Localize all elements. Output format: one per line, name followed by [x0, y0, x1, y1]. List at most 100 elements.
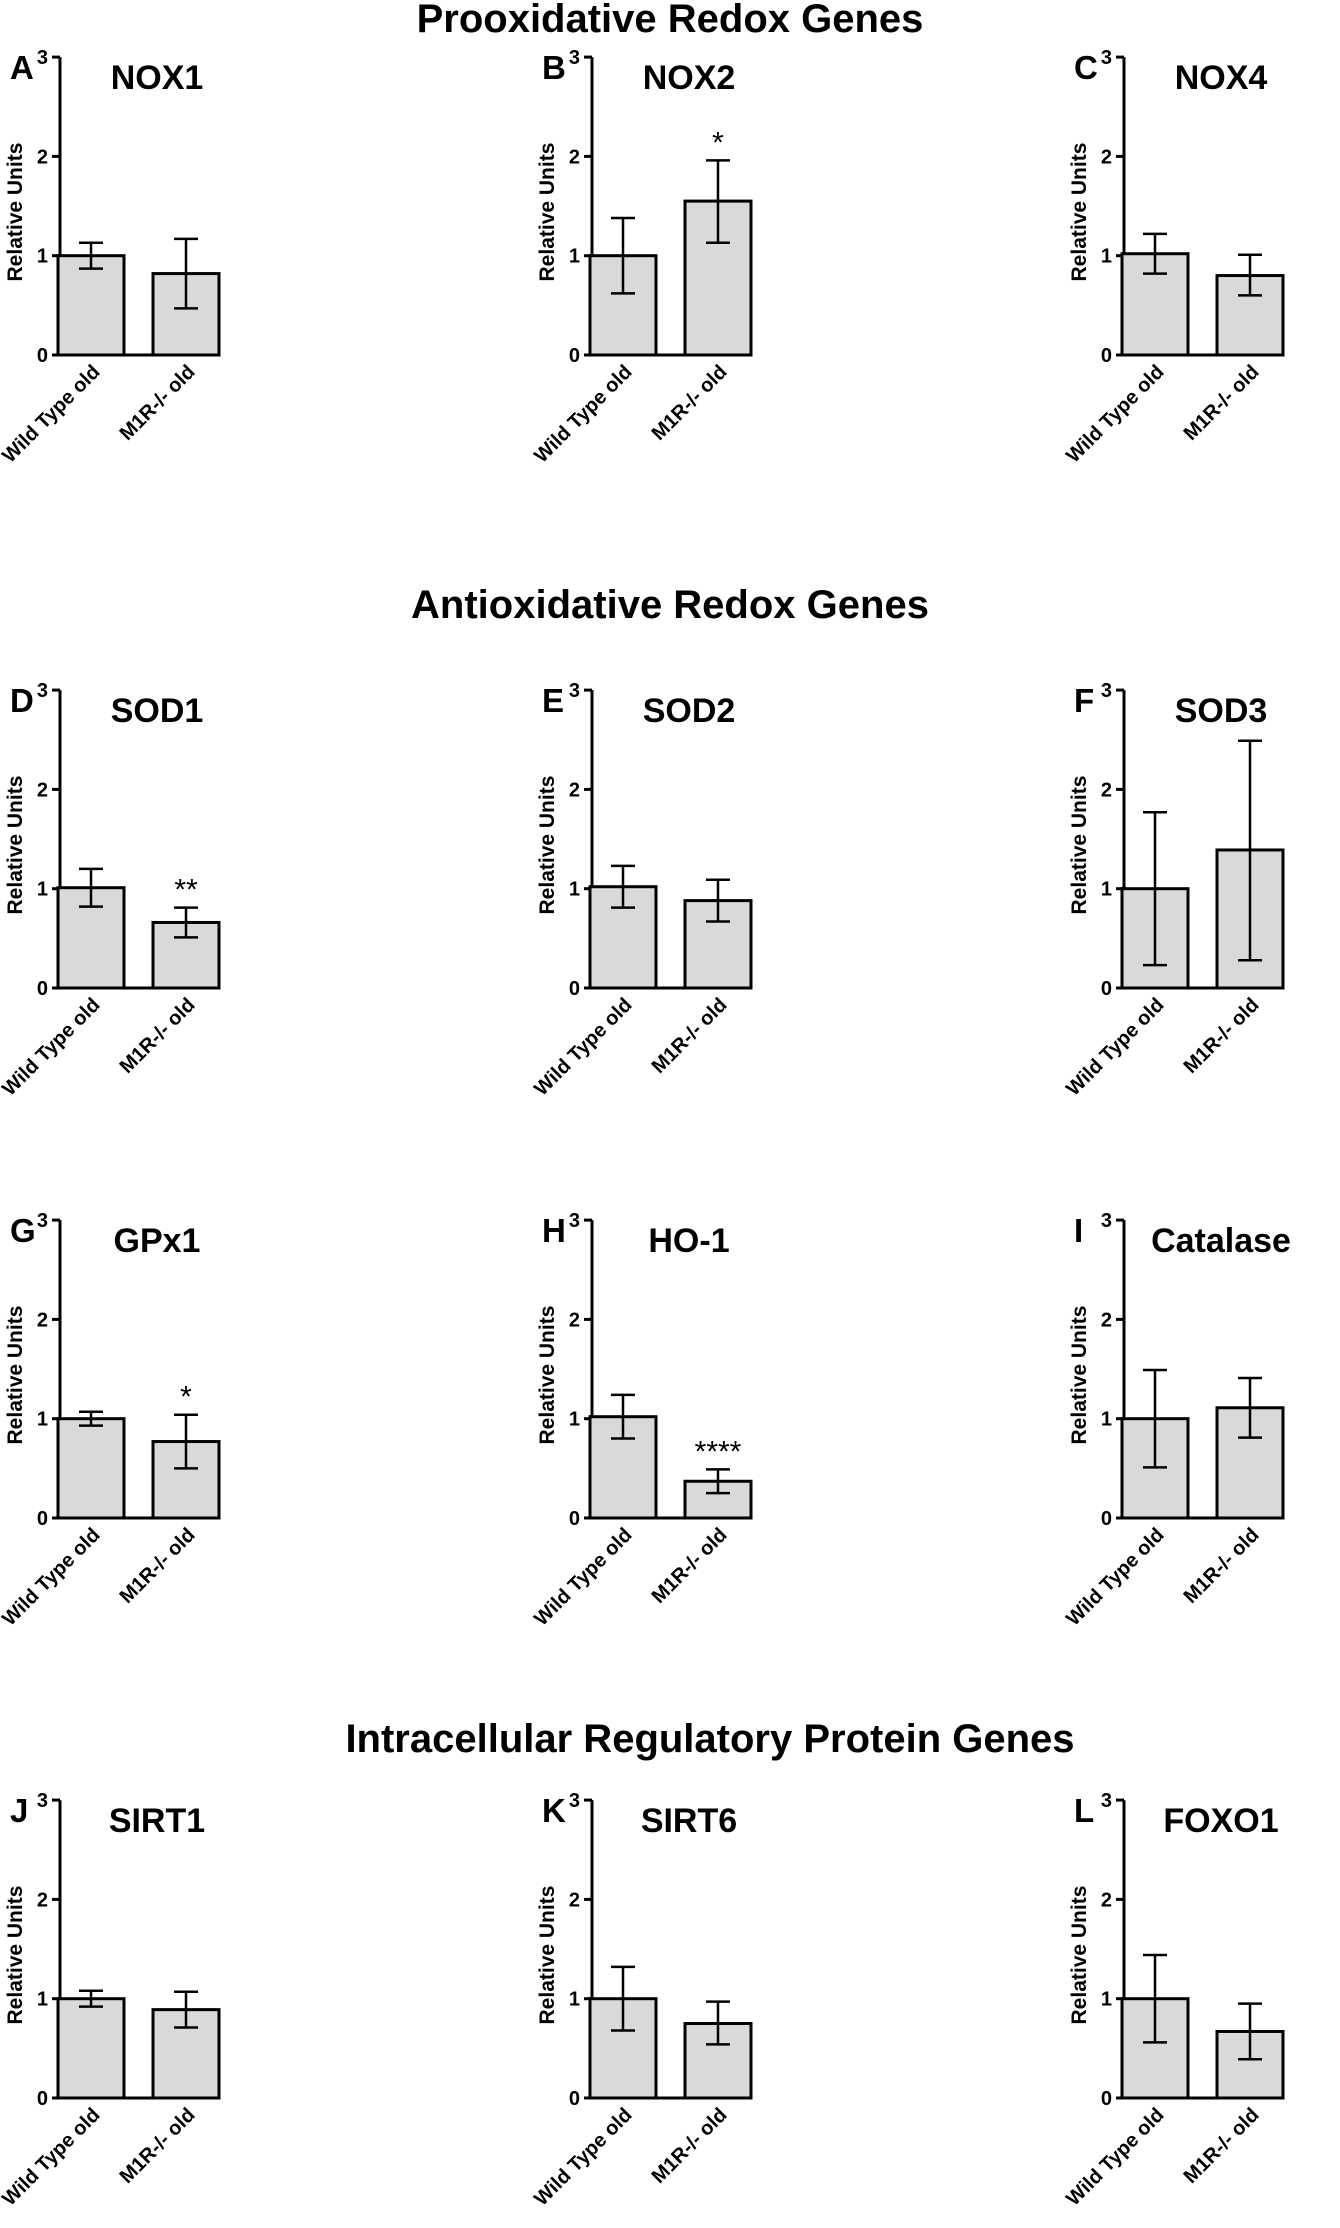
- y-tick-label: 1: [37, 246, 48, 268]
- section-title-prooxidative: Prooxidative Redox Genes: [417, 0, 924, 41]
- panel-title: SOD3: [1175, 692, 1268, 730]
- y-axis-label: Relative Units: [536, 1886, 559, 2025]
- y-tick-label: 2: [37, 779, 48, 801]
- x-category-label: Wild Type old: [530, 994, 636, 1100]
- x-category-label: Wild Type old: [0, 361, 105, 467]
- x-category-label: Wild Type old: [0, 1524, 105, 1630]
- panel-letter: C: [1074, 49, 1098, 86]
- panel-letter: G: [10, 1212, 36, 1249]
- panel-letter: J: [10, 1792, 28, 1829]
- y-tick-label: 0: [37, 978, 48, 1000]
- significance-marker: *: [180, 1381, 192, 1414]
- chart-panel-f: F SOD3 0 1 2 3 Relative Units Wild Type old M1R-…: [1062, 680, 1285, 1100]
- y-tick-label: 1: [569, 1409, 580, 1431]
- x-category-label: M1R-/- old: [648, 1524, 732, 1608]
- y-tick-label: 1: [1101, 879, 1112, 901]
- y-tick-label: 0: [37, 1508, 48, 1530]
- x-category-label: Wild Type old: [1062, 994, 1168, 1100]
- panel-letter: B: [542, 49, 566, 86]
- y-tick-label: 2: [1101, 1309, 1112, 1331]
- x-category-label: Wild Type old: [1062, 1524, 1168, 1630]
- panel-title: SOD2: [643, 692, 736, 730]
- chart-panel-k: K SIRT6 0 1 2 3 Relative Units Wild Type old M1R…: [530, 1790, 753, 2210]
- panel-letter: I: [1074, 1212, 1083, 1249]
- y-tick-label: 1: [37, 879, 48, 901]
- panel-title: FOXO1: [1163, 1802, 1278, 1840]
- x-category-label: M1R-/- old: [116, 361, 200, 445]
- y-tick-label: 2: [1101, 146, 1112, 168]
- y-tick-label: 0: [569, 1508, 580, 1530]
- panel-letter: D: [10, 682, 34, 719]
- bar: [56, 1417, 126, 1520]
- y-tick-label: 0: [1101, 345, 1112, 367]
- y-tick-label: 3: [1101, 1210, 1112, 1232]
- x-category-label: Wild Type old: [530, 361, 636, 467]
- chart-panel-l: L FOXO1 0 1 2 3 Relative Units Wild Type old M1R…: [1062, 1790, 1285, 2210]
- chart-panel-j: J SIRT1 0 1 2 3 Relative Units Wild Type old M1R…: [0, 1790, 221, 2210]
- y-tick-label: 3: [569, 1790, 580, 1812]
- panel-title: SIRT1: [109, 1802, 205, 1840]
- y-tick-label: 3: [569, 47, 580, 69]
- x-category-label: Wild Type old: [1062, 2104, 1168, 2210]
- y-tick-label: 2: [569, 146, 580, 168]
- x-category-label: M1R-/- old: [1180, 994, 1264, 1078]
- panel-letter: H: [542, 1212, 566, 1249]
- y-tick-label: 3: [37, 680, 48, 702]
- x-category-label: Wild Type old: [0, 2104, 105, 2210]
- y-tick-label: 3: [1101, 680, 1112, 702]
- y-tick-label: 3: [37, 1210, 48, 1232]
- y-tick-label: 0: [37, 345, 48, 367]
- panel-title: NOX2: [643, 59, 736, 97]
- y-tick-label: 2: [1101, 779, 1112, 801]
- x-category-label: M1R-/- old: [648, 2104, 732, 2188]
- panel-title: GPx1: [114, 1222, 201, 1260]
- section-title-antioxidative: Antioxidative Redox Genes: [411, 583, 929, 627]
- panel-letter: L: [1074, 1792, 1094, 1829]
- y-tick-label: 2: [569, 1889, 580, 1911]
- y-tick-label: 2: [569, 779, 580, 801]
- x-category-label: M1R-/- old: [116, 1524, 200, 1608]
- y-tick-label: 1: [37, 1989, 48, 2011]
- y-tick-label: 2: [37, 1309, 48, 1331]
- y-tick-label: 2: [1101, 1889, 1112, 1911]
- significance-marker: **: [174, 874, 198, 907]
- y-tick-label: 1: [37, 1409, 48, 1431]
- y-axis-label: Relative Units: [1068, 143, 1091, 282]
- y-tick-label: 1: [569, 1989, 580, 2011]
- y-tick-label: 0: [1101, 978, 1112, 1000]
- panel-title: SOD1: [111, 692, 204, 730]
- x-category-label: Wild Type old: [530, 1524, 636, 1630]
- panel-letter: A: [10, 49, 34, 86]
- y-tick-label: 3: [37, 1790, 48, 1812]
- bar: [56, 254, 126, 357]
- x-category-label: M1R-/- old: [648, 994, 732, 1078]
- y-tick-label: 3: [569, 1210, 580, 1232]
- chart-panel-h: H HO-1 0 1 2 3 Relative Units Wild Type old ****…: [530, 1210, 753, 1630]
- panel-title: NOX1: [111, 59, 204, 97]
- section-title-intracellular: Intracellular Regulatory Protein Genes: [345, 1717, 1074, 1761]
- y-axis-label: Relative Units: [536, 143, 559, 282]
- y-tick-label: 2: [569, 1309, 580, 1331]
- x-category-label: M1R-/- old: [116, 2104, 200, 2188]
- y-tick-label: 3: [569, 680, 580, 702]
- y-tick-label: 0: [1101, 1508, 1112, 1530]
- y-tick-label: 0: [1101, 2088, 1112, 2110]
- significance-marker: ****: [695, 1435, 742, 1468]
- bar: [588, 254, 658, 357]
- x-category-label: M1R-/- old: [1180, 1524, 1264, 1608]
- y-axis-label: Relative Units: [4, 776, 27, 915]
- panel-letter: F: [1074, 682, 1094, 719]
- y-axis-label: Relative Units: [4, 1886, 27, 2025]
- chart-panel-a: A NOX1 0 1 2 3 Relative Units Wild Type old M1R-…: [0, 47, 221, 467]
- y-tick-label: 1: [569, 879, 580, 901]
- y-axis-label: Relative Units: [536, 1306, 559, 1445]
- panel-title: NOX4: [1175, 59, 1268, 97]
- y-tick-label: 1: [569, 246, 580, 268]
- chart-panel-e: E SOD2 0 1 2 3 Relative Units Wild Type old M1R-…: [530, 680, 753, 1100]
- panel-letter: E: [542, 682, 564, 719]
- panel-title: SIRT6: [641, 1802, 737, 1840]
- y-tick-label: 0: [569, 345, 580, 367]
- panel-letter: K: [542, 1792, 566, 1829]
